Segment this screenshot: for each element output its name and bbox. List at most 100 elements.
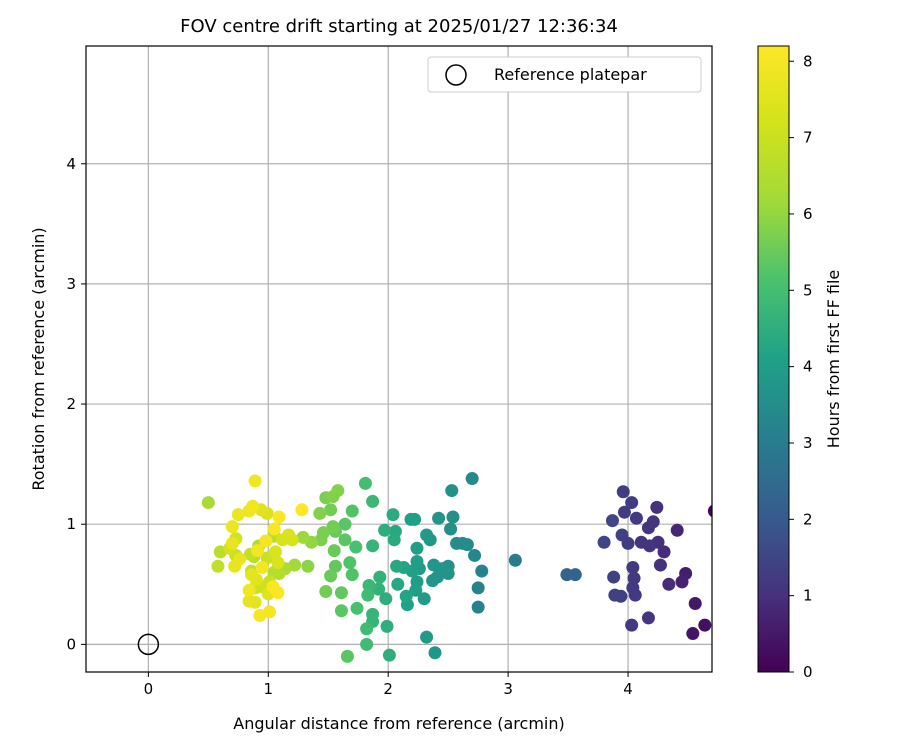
data-point <box>301 559 315 573</box>
data-point <box>242 594 256 608</box>
data-point <box>615 528 629 542</box>
data-point <box>410 554 424 568</box>
data-point <box>231 508 245 522</box>
data-point <box>670 523 684 537</box>
data-point <box>420 630 434 644</box>
data-point <box>250 544 264 558</box>
data-point <box>626 560 640 574</box>
data-point <box>360 622 374 636</box>
colorbar-tick-label: 7 <box>803 129 813 147</box>
data-point <box>386 508 400 522</box>
data-point <box>391 577 405 591</box>
data-point <box>271 586 285 600</box>
data-point <box>201 496 215 510</box>
colorbar-tick-label: 1 <box>803 587 813 605</box>
x-tick-label: 2 <box>383 680 393 698</box>
data-point <box>399 589 413 603</box>
data-point <box>641 521 655 535</box>
data-point <box>319 584 333 598</box>
y-tick-label: 1 <box>66 515 76 533</box>
data-point <box>444 522 458 536</box>
data-point <box>380 619 394 633</box>
data-point <box>345 504 359 518</box>
y-tick-label: 3 <box>66 275 76 293</box>
data-point <box>338 533 352 547</box>
data-point <box>262 605 276 619</box>
data-point <box>327 544 341 558</box>
colorbar-tick-label: 5 <box>803 281 813 299</box>
data-point <box>350 601 364 615</box>
data-point <box>328 559 342 573</box>
reference-platepar-marker <box>137 633 160 656</box>
colorbar: 0 1 2 3 4 5 6 7 8 Hours from first FF file <box>757 45 843 681</box>
data-point <box>272 510 286 524</box>
x-tick-label: 0 <box>144 680 154 698</box>
colorbar-tick-label: 4 <box>803 358 813 376</box>
data-point <box>228 559 242 573</box>
data-point <box>616 485 630 499</box>
data-point <box>508 553 522 567</box>
data-point <box>607 570 621 584</box>
x-axis-label: Angular distance from reference (arcmin) <box>233 714 564 733</box>
data-point <box>597 535 611 549</box>
data-point <box>259 534 273 548</box>
data-point <box>326 490 340 504</box>
data-point <box>387 533 401 547</box>
data-point <box>343 556 357 570</box>
data-point <box>358 476 372 490</box>
data-point <box>334 604 348 618</box>
y-axis-label: Rotation from reference (arcmin) <box>29 227 48 490</box>
data-point <box>373 570 387 584</box>
data-point <box>382 648 396 662</box>
data-point <box>420 528 434 542</box>
data-point <box>662 577 676 591</box>
x-tick-label: 4 <box>623 680 633 698</box>
data-point <box>688 597 702 611</box>
data-point <box>282 528 296 542</box>
legend-marker <box>445 64 467 86</box>
x-tick-label: 3 <box>503 680 513 698</box>
data-point <box>410 541 424 555</box>
data-point <box>465 472 479 486</box>
data-points <box>201 472 712 663</box>
data-point <box>625 496 639 510</box>
legend-label: Reference platepar <box>494 65 647 84</box>
x-tick-label: 1 <box>264 680 274 698</box>
data-point <box>267 522 281 536</box>
data-point <box>366 539 380 553</box>
data-point <box>361 588 375 602</box>
data-point <box>246 499 260 513</box>
data-point <box>432 511 446 525</box>
colorbar-tick-label: 3 <box>803 434 813 452</box>
data-point <box>324 503 338 517</box>
data-point <box>244 568 258 582</box>
data-point <box>349 540 363 554</box>
y-tick-label: 4 <box>66 155 76 173</box>
data-point <box>225 520 239 534</box>
data-point <box>650 500 664 514</box>
data-point <box>450 536 464 550</box>
data-point <box>225 536 239 550</box>
data-point <box>360 637 374 651</box>
data-point <box>627 571 641 585</box>
data-point <box>475 564 489 578</box>
data-point <box>560 568 574 582</box>
colorbar-ticks: 0 1 2 3 4 5 6 7 8 <box>789 52 813 681</box>
data-point <box>629 511 643 525</box>
data-point <box>324 569 338 583</box>
data-point <box>634 535 648 549</box>
data-point <box>326 520 340 534</box>
data-point <box>617 505 631 519</box>
data-point <box>362 578 376 592</box>
data-point <box>653 558 667 572</box>
legend: Reference platepar <box>427 56 702 93</box>
data-point <box>255 560 269 574</box>
data-point <box>211 559 225 573</box>
data-point <box>625 618 639 632</box>
data-point <box>296 530 310 544</box>
data-point <box>471 600 485 614</box>
data-point <box>378 523 392 537</box>
legend-box <box>427 56 702 93</box>
data-point <box>707 504 712 518</box>
data-point <box>657 545 671 559</box>
